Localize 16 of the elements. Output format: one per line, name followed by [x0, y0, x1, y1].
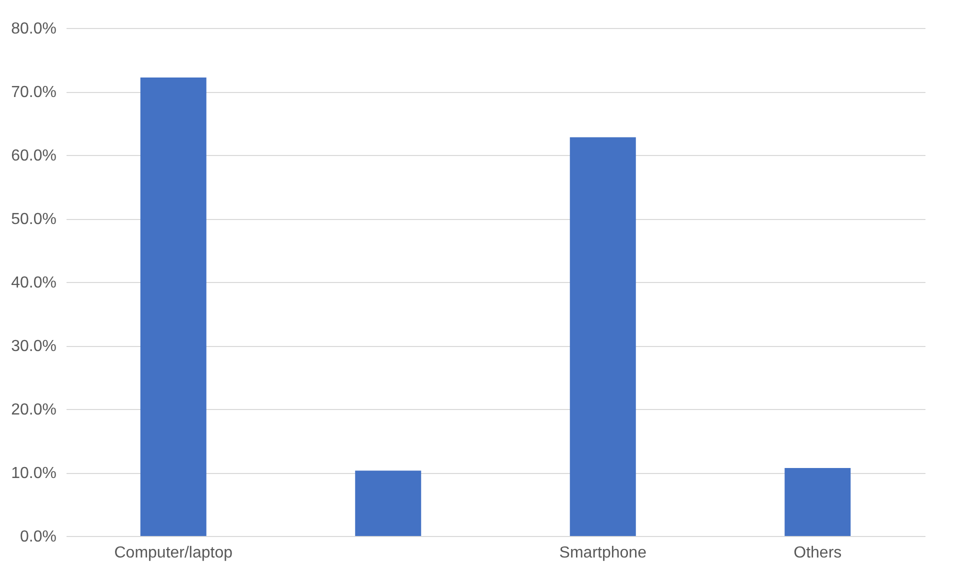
y-tick-label: 40.0% [11, 274, 56, 292]
bar [570, 137, 636, 536]
y-tick-label: 50.0% [11, 211, 56, 228]
y-tick-label: 60.0% [11, 148, 56, 164]
y-tick-label: 30.0% [11, 338, 56, 355]
x-tick-label: Others [794, 544, 842, 562]
x-tick-label: Smartphone [559, 544, 647, 562]
bar [784, 468, 851, 536]
x-tick-label: Computer/laptop [114, 544, 233, 562]
y-tick-label: 20.0% [11, 402, 56, 418]
y-tick-label: 10.0% [11, 465, 56, 482]
y-tick-label: 70.0% [11, 84, 56, 101]
bar [355, 470, 422, 536]
y-tick-label: 0.0% [20, 528, 56, 546]
bar [140, 78, 206, 536]
y-tick-label: 80.0% [11, 20, 56, 38]
